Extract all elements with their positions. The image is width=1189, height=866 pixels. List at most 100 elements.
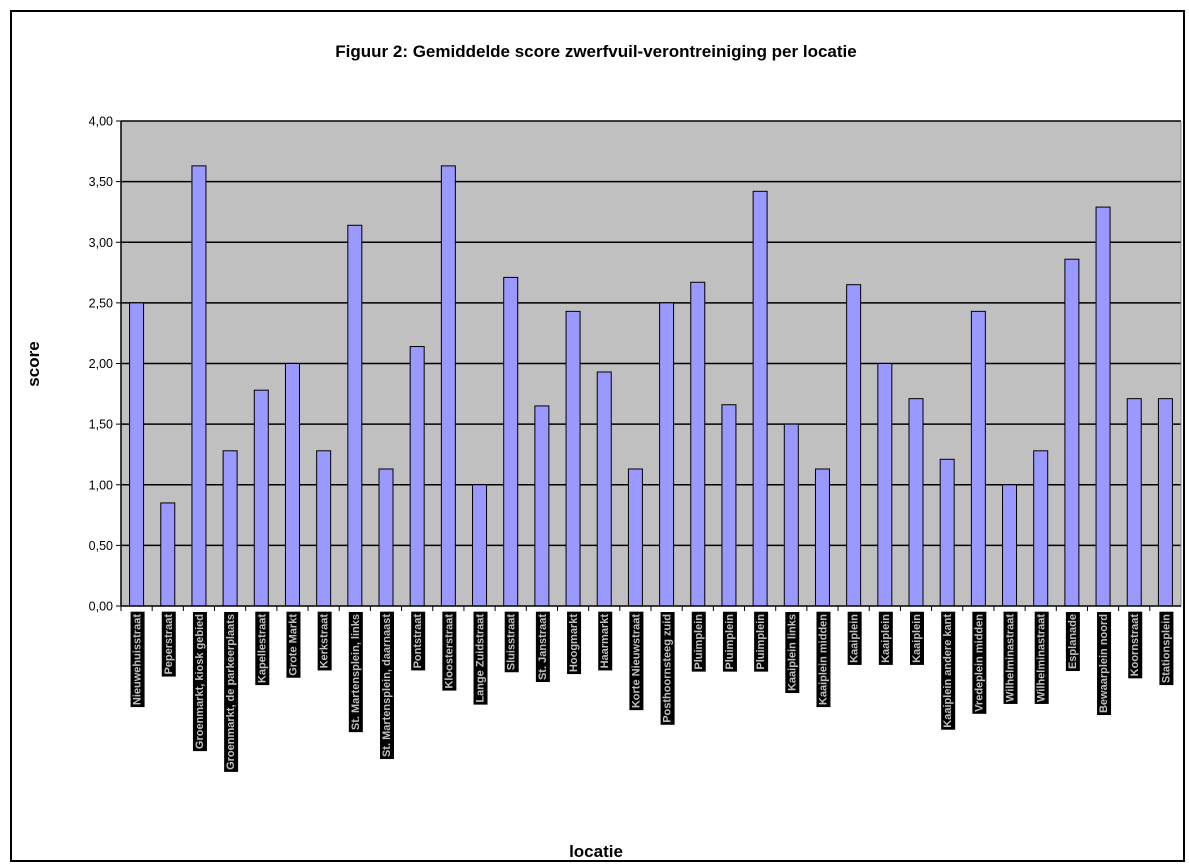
x-tick-label: Kaaiplein xyxy=(911,614,923,663)
bar xyxy=(253,389,269,607)
x-tick-label-group: Kaaiplein links xyxy=(785,612,800,694)
bar xyxy=(814,468,830,607)
x-tick-label-group: Grote Markt xyxy=(286,611,301,678)
x-tick-label: Hoogmarkt xyxy=(568,614,580,672)
bar xyxy=(659,302,675,607)
bar xyxy=(565,310,581,607)
x-tick-label-group: St. Martensplein, links xyxy=(348,612,363,733)
bar xyxy=(534,405,550,607)
x-tick-label-bg xyxy=(473,611,488,705)
x-tick-label-bg xyxy=(380,611,394,760)
x-tick-label-group: Nieuwehuisstraat xyxy=(130,611,145,708)
x-tick-label-bg xyxy=(130,611,145,708)
x-axis-title: locatie xyxy=(569,842,623,861)
x-tick-label-bg xyxy=(224,612,239,772)
x-tick-label-bg xyxy=(317,611,332,671)
bar xyxy=(503,276,519,607)
x-tick-label: St. Martensplein, daarnaast xyxy=(381,614,393,757)
x-tick-label-group: Peperstraat xyxy=(161,611,176,677)
x-tick-label: Pluimplein xyxy=(755,614,767,670)
bar xyxy=(970,310,986,607)
x-tick-label: Wilhelminastraat xyxy=(1005,614,1017,702)
x-tick-label-group: Kaaiplein xyxy=(847,611,862,665)
bar xyxy=(222,450,238,607)
bar xyxy=(284,363,300,607)
x-tick-label-group: Pontstraat xyxy=(411,611,426,671)
x-tick-label-group: Kloosterstraat xyxy=(442,611,457,691)
x-tick-label-bg xyxy=(161,611,176,677)
bar xyxy=(129,302,145,607)
bar xyxy=(1064,258,1080,607)
x-tick-label-bg xyxy=(660,612,675,725)
bar xyxy=(877,363,893,607)
x-tick-label-group: Posthoornsteeg zuid xyxy=(660,612,675,725)
x-tick-label: Esplanade xyxy=(1067,614,1079,669)
bar xyxy=(472,484,488,607)
x-tick-label: Kaaiplein andere kant xyxy=(942,614,954,728)
x-tick-label-bg xyxy=(535,611,550,683)
x-tick-label-bg xyxy=(816,611,831,708)
x-tick-label-bg xyxy=(1003,611,1018,704)
x-tick-label-group: Hoogmarkt xyxy=(567,611,582,675)
x-tick-label-group: Kaaiplein midden xyxy=(816,611,831,708)
bar xyxy=(846,284,862,607)
x-tick-label: Posthoornsteeg zuid xyxy=(662,614,674,723)
x-tick-label-bg xyxy=(1034,611,1049,704)
x-tick-label-bg xyxy=(941,611,956,730)
x-tick-label-bg xyxy=(192,612,207,752)
x-tick-label-group: Pluimplein xyxy=(722,611,737,672)
x-tick-label-bg xyxy=(878,611,893,665)
chart-title: Figuur 2: Gemiddelde score zwerfvuil-ver… xyxy=(335,42,856,61)
x-tick-label-group: Groenmarkt, kiosk gebied xyxy=(192,612,207,752)
x-tick-label-bg xyxy=(286,611,301,678)
bar xyxy=(1126,398,1142,607)
bar xyxy=(1033,450,1049,607)
x-tick-label-group: Wilhelminastraat xyxy=(1003,611,1018,704)
x-tick-label-group: St. Janstraat xyxy=(535,611,550,683)
y-axis-title: score xyxy=(24,341,43,386)
x-tick-label-group: Wilhelminastraat xyxy=(1034,611,1049,704)
bar xyxy=(690,281,706,607)
x-tick-label-bg xyxy=(348,612,363,733)
x-tick-label: Pontstraat xyxy=(412,614,424,669)
x-tick-label: Korte Nieuwstraat xyxy=(630,614,642,708)
x-tick-label: Kerkstraat xyxy=(319,614,331,669)
bar xyxy=(440,165,456,607)
x-tick-label-bg xyxy=(442,611,457,691)
x-tick-label-bg xyxy=(255,611,270,686)
x-tick-label-bg xyxy=(504,611,519,673)
bar xyxy=(783,423,799,607)
x-tick-label: Sluisstraat xyxy=(506,614,518,671)
x-tick-label: Pluimplein xyxy=(693,614,705,670)
x-tick-label-bg xyxy=(972,611,987,714)
x-tick-label-group: St. Martensplein, daarnaast xyxy=(380,611,394,760)
x-tick-label: Kapellestraat xyxy=(256,614,268,683)
bar xyxy=(1095,206,1111,607)
x-tick-label: Peperstraat xyxy=(163,614,175,675)
bar xyxy=(596,371,612,607)
x-tick-label-bg xyxy=(754,611,769,672)
x-tick-label-group: Haarmarkt xyxy=(598,611,613,671)
x-tick-label-group: Korte Nieuwstraat xyxy=(629,611,644,711)
x-tick-label: Nieuwehuisstraat xyxy=(132,614,144,705)
x-tick-label-bg xyxy=(910,611,924,665)
y-tick-label: 2,00 xyxy=(89,357,113,371)
x-tick-label-bg xyxy=(629,611,644,711)
x-tick-label-bg xyxy=(722,611,737,672)
x-tick-label-bg xyxy=(567,611,582,675)
y-tick-label: 4,00 xyxy=(89,115,113,129)
bar xyxy=(752,190,768,607)
x-tick-label: Bewaarplein noord xyxy=(1098,614,1110,713)
x-tick-label-group: Kaaiplein xyxy=(878,611,893,665)
x-tick-label-group: Vredeplein midden xyxy=(972,611,987,714)
y-tick-label: 0,00 xyxy=(89,600,113,614)
x-tick-label-bg xyxy=(785,612,800,694)
x-tick-label-group: Kaaiplein xyxy=(910,611,924,665)
x-tick-label-bg xyxy=(1159,611,1174,686)
x-tick-label: Koornstraat xyxy=(1129,614,1141,677)
x-tick-label-group: Bewaarplein noord xyxy=(1097,612,1112,716)
x-tick-label-bg xyxy=(598,611,613,671)
x-tick-label: Stationsplein xyxy=(1160,614,1172,683)
y-tick-label: 0,50 xyxy=(89,539,113,553)
